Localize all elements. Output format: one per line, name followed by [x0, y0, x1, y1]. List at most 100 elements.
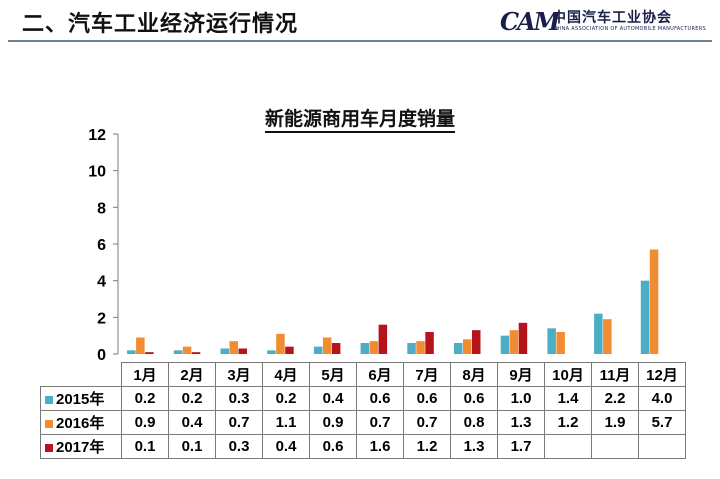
bar-2016年-6月	[369, 341, 379, 354]
y-tick-label: 4	[97, 274, 106, 291]
data-label: 1.6	[356, 434, 404, 459]
bar-2015年-10月	[547, 328, 556, 354]
bar-2017年-2月	[191, 352, 201, 354]
data-label: 0.7	[356, 410, 404, 435]
category-label: 1月	[121, 362, 169, 387]
category-label: 5月	[309, 362, 357, 387]
data-label: 0.6	[309, 434, 357, 459]
data-label: 0.6	[403, 386, 451, 411]
bar-2017年-5月	[331, 343, 341, 354]
data-label: 0.1	[121, 434, 169, 459]
bar-2016年-8月	[463, 339, 472, 354]
bar-2015年-1月	[127, 350, 136, 354]
category-label: 2月	[168, 362, 216, 387]
bar-2017年-1月	[145, 352, 154, 354]
data-label: 0.3	[215, 386, 263, 411]
category-label: 11月	[591, 362, 639, 387]
y-tick-label: 8	[97, 200, 106, 217]
data-table: 1月 2月 3月 4月 5月 6月 7月 8月 9月 10月 11月 12月 2015年 0.2 0.2 0.…	[40, 362, 686, 459]
bar-2016年-11月	[603, 319, 612, 354]
data-label	[544, 434, 592, 459]
data-label: 0.8	[450, 410, 498, 435]
bar-2017年-3月	[238, 348, 247, 354]
data-label: 0.4	[309, 386, 357, 411]
bar-2015年-4月	[267, 350, 276, 354]
data-label: 2.2	[591, 386, 639, 411]
bar-2016年-9月	[509, 330, 519, 354]
data-label	[638, 434, 686, 459]
data-label: 1.9	[591, 410, 639, 435]
table-row: 2016年 0.9 0.4 0.7 1.1 0.9 0.7 0.7 0.8 1.3 1.2 1.9 5.…	[40, 410, 686, 435]
y-tick-label: 6	[97, 237, 106, 254]
data-label: 1.7	[497, 434, 545, 459]
y-tick-label: 2	[97, 310, 106, 327]
data-label: 0.2	[121, 386, 169, 411]
data-label: 0.2	[262, 386, 310, 411]
data-label: 0.2	[168, 386, 216, 411]
data-label: 0.1	[168, 434, 216, 459]
legend-label: 2015年	[56, 391, 105, 408]
legend-entry: 2016年	[40, 410, 122, 435]
y-tick-label: 10	[88, 164, 106, 181]
data-label: 0.7	[403, 410, 451, 435]
bar-2015年-12月	[640, 280, 650, 354]
legend-swatch	[45, 396, 53, 405]
bar-2015年-5月	[313, 346, 323, 354]
table-row: 2017年 0.1 0.1 0.3 0.4 0.6 1.6 1.2 1.3 1.7	[40, 434, 686, 459]
data-label: 0.9	[309, 410, 357, 435]
data-label: 1.2	[544, 410, 592, 435]
bar-2015年-11月	[594, 313, 603, 354]
bar-2015年-8月	[454, 343, 463, 354]
slide-header: 二、汽车工业经济运行情况 CAM 中国汽车工业协会 CHINA ASSOCIAT…	[0, 0, 720, 44]
data-label	[591, 434, 639, 459]
bar-2017年-8月	[472, 330, 481, 354]
data-label: 1.2	[403, 434, 451, 459]
slide-title: 二、汽车工业经济运行情况	[22, 12, 299, 37]
category-label: 7月	[403, 362, 451, 387]
data-label: 1.0	[497, 386, 545, 411]
y-tick-label: 0	[97, 347, 106, 364]
data-label: 0.4	[262, 434, 310, 459]
data-label: 0.9	[121, 410, 169, 435]
data-label: 4.0	[638, 386, 686, 411]
bar-2017年-7月	[425, 332, 434, 354]
bar-2016年-12月	[649, 249, 659, 354]
data-label: 0.3	[215, 434, 263, 459]
bar-2015年-3月	[220, 348, 229, 354]
legend-label: 2017年	[56, 439, 105, 456]
logo-english-name: CHINA ASSOCIATION OF AUTOMOBILE MANUFACT…	[552, 26, 706, 32]
bar-2016年-5月	[322, 337, 332, 354]
category-label: 12月	[638, 362, 686, 387]
legend-swatch	[45, 444, 53, 453]
bar-2016年-10月	[556, 332, 565, 354]
data-label: 0.4	[168, 410, 216, 435]
legend-swatch	[45, 420, 53, 429]
data-label: 1.3	[497, 410, 545, 435]
data-label: 5.7	[638, 410, 686, 435]
table-row: 2015年 0.2 0.2 0.3 0.2 0.4 0.6 0.6 0.6 1.0 1.4 2.2 4.…	[40, 386, 686, 411]
category-label: 3月	[215, 362, 263, 387]
logo-chinese-name: 中国汽车工业协会	[552, 10, 672, 26]
data-label: 1.4	[544, 386, 592, 411]
bar-2015年-2月	[173, 350, 183, 354]
category-label: 4月	[262, 362, 310, 387]
bar-2016年-1月	[136, 337, 145, 354]
data-label: 1.1	[262, 410, 310, 435]
chart-title: 新能源商用车月度销量	[0, 104, 720, 133]
bar-2017年-6月	[378, 324, 388, 354]
data-label: 0.7	[215, 410, 263, 435]
bar-2016年-3月	[229, 341, 238, 354]
y-tick-label: 12	[88, 127, 106, 144]
caam-logo: CAM 中国汽车工业协会 CHINA ASSOCIATION OF AUTOMO…	[500, 5, 710, 37]
legend-entry: 2017年	[40, 434, 122, 459]
data-label: 0.6	[356, 386, 404, 411]
bar-2017年-9月	[518, 322, 528, 354]
bar-2015年-9月	[500, 335, 510, 354]
category-label: 8月	[450, 362, 498, 387]
data-label: 1.3	[450, 434, 498, 459]
legend-entry: 2015年	[40, 386, 122, 411]
logo-mark: CAM	[500, 7, 560, 36]
table-header-row: 1月 2月 3月 4月 5月 6月 7月 8月 9月 10月 11月 12月	[41, 362, 686, 387]
category-label: 9月	[497, 362, 545, 387]
